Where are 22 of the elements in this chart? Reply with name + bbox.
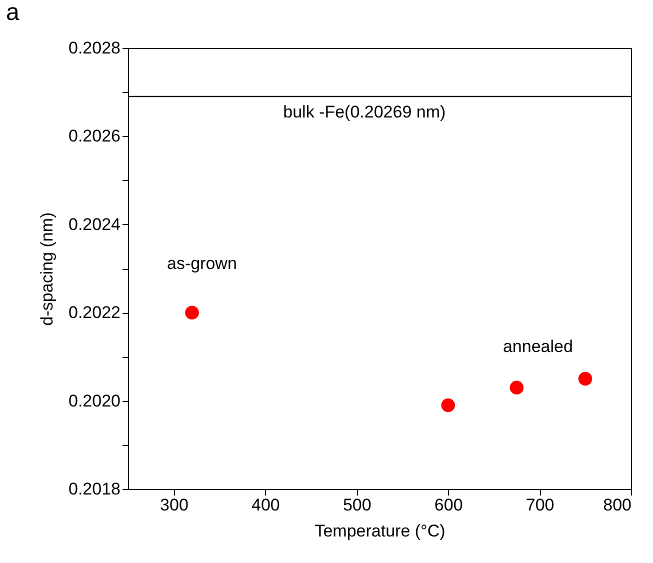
x-tick-label: 300 <box>160 496 188 514</box>
x-tick-label: 500 <box>342 496 372 514</box>
annotation: as-grown <box>166 254 237 274</box>
x-tick-label: 400 <box>251 496 280 514</box>
y-tick-label: 0.2024 <box>68 214 120 234</box>
x-tick-label: 600 <box>434 496 463 514</box>
y-tick-label: 0.2022 <box>68 303 120 322</box>
y-tick-label: 0.2018 <box>68 480 120 498</box>
x-tick-label: 800 <box>603 496 632 514</box>
chart-title: a <box>6 0 20 26</box>
x-axis-title: Temperature (°C) <box>314 522 446 540</box>
point <box>578 372 592 386</box>
point <box>441 398 455 412</box>
annotation: annealed <box>502 337 573 356</box>
x-tick-label: 700 <box>526 496 554 514</box>
y-tick-label: 0.2020 <box>68 391 120 410</box>
y-axis-title: d-spacing (nm) <box>38 212 57 326</box>
y-tick-label: 0.2026 <box>68 126 120 146</box>
point <box>510 380 524 394</box>
ref-line-label: bulk -Fe(0.20269 nm) <box>283 102 446 122</box>
y-tick-label: 0.2028 <box>68 38 120 58</box>
point <box>185 306 199 320</box>
